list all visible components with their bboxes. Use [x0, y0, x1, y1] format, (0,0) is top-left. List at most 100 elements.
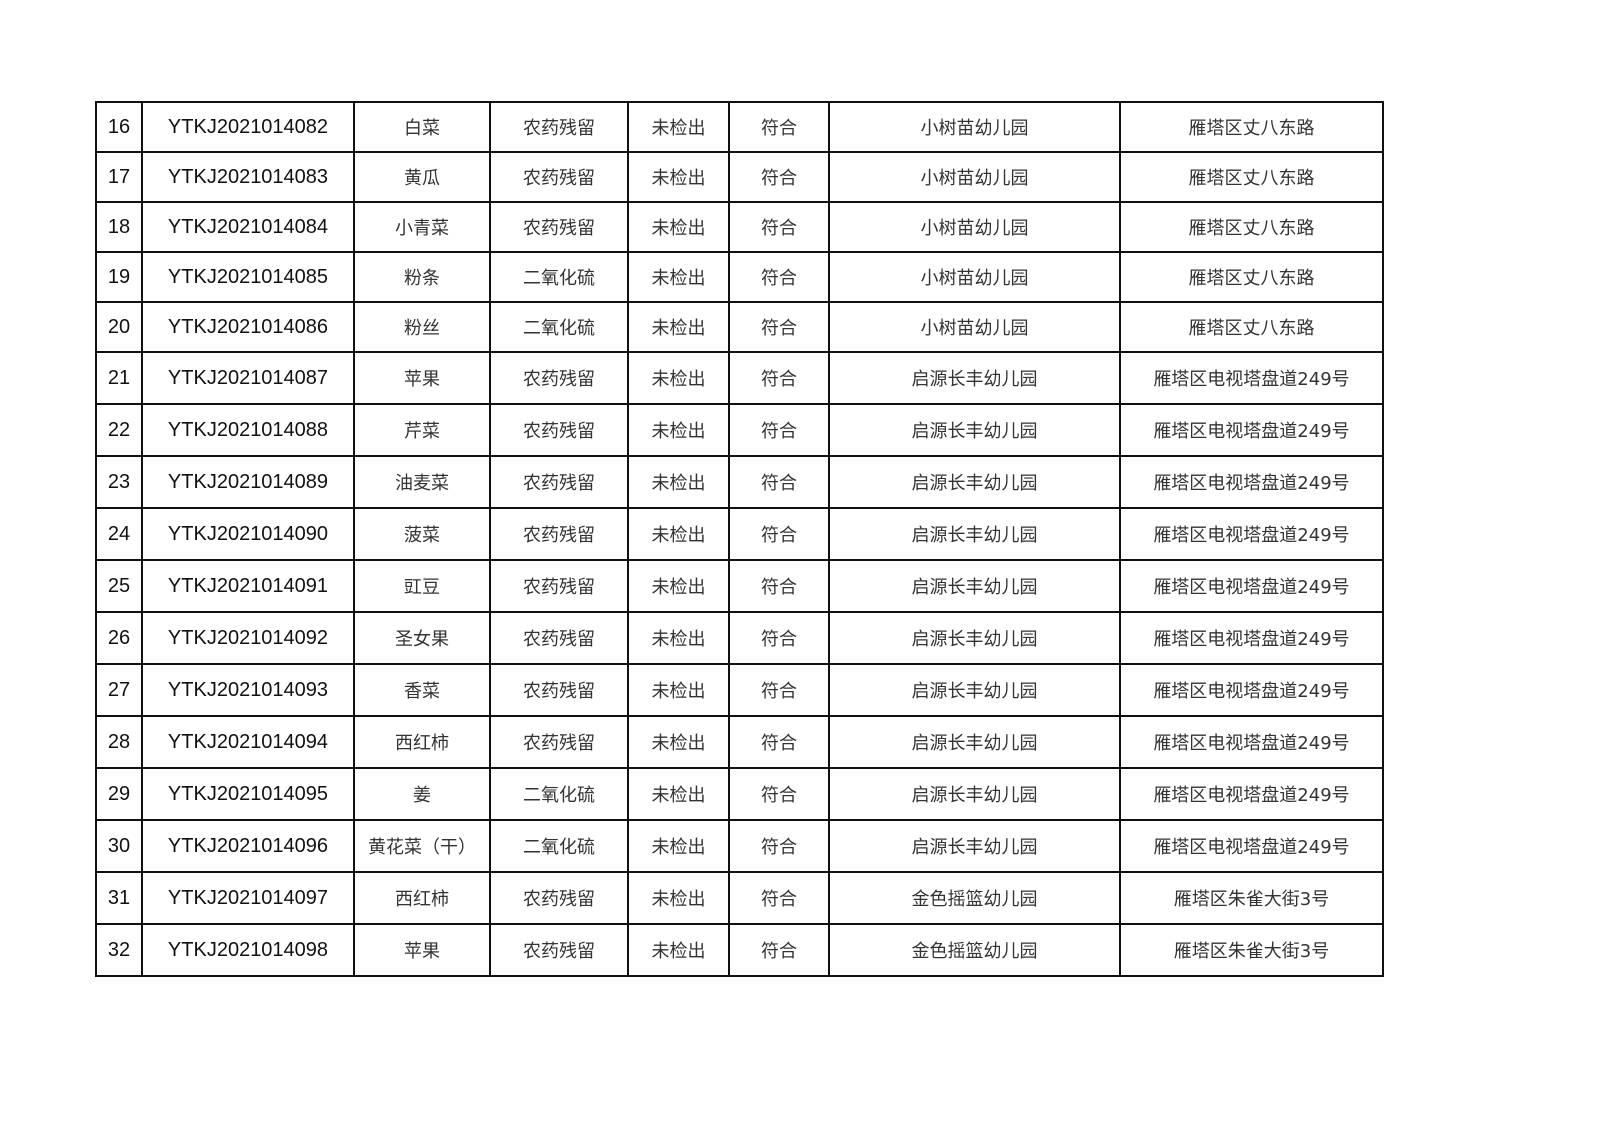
unit-address-cell: 雁塔区电视塔盘道249号	[1119, 663, 1384, 717]
sample-name-cell: 苹果	[353, 351, 491, 405]
row-number-cell: 29	[95, 767, 143, 821]
test-item-cell: 农药残留	[489, 151, 629, 203]
test-item-cell: 农药残留	[489, 923, 629, 977]
sample-code-cell: YTKJ2021014092	[141, 611, 355, 665]
sample-code-cell: YTKJ2021014095	[141, 767, 355, 821]
row-number-cell: 27	[95, 663, 143, 717]
row-number-cell: 32	[95, 923, 143, 977]
sampled-unit-cell: 小树苗幼儿园	[828, 301, 1121, 353]
table-row: 16 YTKJ2021014082 白菜 农药残留 未检出 符合 小树苗幼儿园 雁塔区丈八东路	[95, 101, 1384, 153]
unit-address-cell: 雁塔区电视塔盘道249号	[1119, 455, 1384, 509]
verdict-cell: 符合	[728, 351, 830, 405]
verdict-cell: 符合	[728, 715, 830, 769]
sample-name-cell: 粉丝	[353, 301, 491, 353]
table-row: 18 YTKJ2021014084 小青菜 农药残留 未检出 符合 小树苗幼儿园 雁塔区丈八东…	[95, 201, 1384, 253]
test-item-cell: 农药残留	[489, 871, 629, 925]
row-number-cell: 17	[95, 151, 143, 203]
verdict-cell: 符合	[728, 611, 830, 665]
row-number-cell: 25	[95, 559, 143, 613]
test-item-cell: 农药残留	[489, 715, 629, 769]
row-number-cell: 23	[95, 455, 143, 509]
row-number-cell: 24	[95, 507, 143, 561]
test-item-cell: 农药残留	[489, 403, 629, 457]
sample-code-cell: YTKJ2021014097	[141, 871, 355, 925]
test-item-cell: 农药残留	[489, 455, 629, 509]
sample-name-cell: 芹菜	[353, 403, 491, 457]
sample-name-cell: 粉条	[353, 251, 491, 303]
table-row: 29 YTKJ2021014095 姜二氧化硫 未检出 符合 启源长丰幼儿园 雁塔区电视塔盘…	[95, 767, 1384, 821]
row-number-cell: 21	[95, 351, 143, 405]
unit-address-cell: 雁塔区电视塔盘道249号	[1119, 559, 1384, 613]
sample-code-cell: YTKJ2021014082	[141, 101, 355, 153]
test-result-cell: 未检出	[627, 715, 730, 769]
unit-address-cell: 雁塔区电视塔盘道249号	[1119, 611, 1384, 665]
test-item-cell: 农药残留	[489, 201, 629, 253]
verdict-cell: 符合	[728, 455, 830, 509]
test-item-cell: 农药残留	[489, 351, 629, 405]
sampled-unit-cell: 小树苗幼儿园	[828, 101, 1121, 153]
sample-name-cell: 白菜	[353, 101, 491, 153]
sample-name-cell: 豇豆	[353, 559, 491, 613]
row-number-cell: 16	[95, 101, 143, 153]
test-result-cell: 未检出	[627, 663, 730, 717]
verdict-cell: 符合	[728, 871, 830, 925]
sample-code-cell: YTKJ2021014096	[141, 819, 355, 873]
test-result-cell: 未检出	[627, 611, 730, 665]
unit-address-cell: 雁塔区丈八东路	[1119, 201, 1384, 253]
sampled-unit-cell: 小树苗幼儿园	[828, 251, 1121, 303]
table-row: 28 YTKJ2021014094 西红柿 农药残留 未检出 符合 启源长丰幼儿园 雁塔区电视…	[95, 715, 1384, 769]
test-result-cell: 未检出	[627, 201, 730, 253]
table-row: 22 YTKJ2021014088 芹菜 农药残留 未检出 符合 启源长丰幼儿园 雁塔区电视塔…	[95, 403, 1384, 457]
table-row: 26 YTKJ2021014092 圣女果 农药残留 未检出 符合 启源长丰幼儿园 雁塔区电视…	[95, 611, 1384, 665]
table-row: 32 YTKJ2021014098 苹果 农药残留 未检出 符合 金色摇篮幼儿园 雁塔区朱雀大…	[95, 923, 1384, 977]
table-row: 17 YTKJ2021014083 黄瓜 农药残留 未检出 符合 小树苗幼儿园 雁塔区丈八东路	[95, 151, 1384, 203]
row-number-cell: 26	[95, 611, 143, 665]
verdict-cell: 符合	[728, 251, 830, 303]
unit-address-cell: 雁塔区电视塔盘道249号	[1119, 507, 1384, 561]
sample-name-cell: 小青菜	[353, 201, 491, 253]
unit-address-cell: 雁塔区丈八东路	[1119, 151, 1384, 203]
sample-code-cell: YTKJ2021014093	[141, 663, 355, 717]
test-item-cell: 农药残留	[489, 101, 629, 153]
test-result-cell: 未检出	[627, 251, 730, 303]
row-number-cell: 30	[95, 819, 143, 873]
sampled-unit-cell: 小树苗幼儿园	[828, 151, 1121, 203]
sampled-unit-cell: 小树苗幼儿园	[828, 201, 1121, 253]
table-row: 19 YTKJ2021014085 粉条 二氧化硫 未检出 符合 小树苗幼儿园 雁塔区丈八东路	[95, 251, 1384, 303]
sample-name-cell: 西红柿	[353, 715, 491, 769]
unit-address-cell: 雁塔区电视塔盘道249号	[1119, 351, 1384, 405]
table-row: 25 YTKJ2021014091 豇豆 农药残留 未检出 符合 启源长丰幼儿园 雁塔区电视塔…	[95, 559, 1384, 613]
verdict-cell: 符合	[728, 819, 830, 873]
verdict-cell: 符合	[728, 403, 830, 457]
unit-address-cell: 雁塔区朱雀大街3号	[1119, 923, 1384, 977]
sample-code-cell: YTKJ2021014083	[141, 151, 355, 203]
test-result-cell: 未检出	[627, 871, 730, 925]
test-result-cell: 未检出	[627, 403, 730, 457]
sample-name-cell: 圣女果	[353, 611, 491, 665]
sample-code-cell: YTKJ2021014085	[141, 251, 355, 303]
row-number-cell: 22	[95, 403, 143, 457]
test-item-cell: 农药残留	[489, 559, 629, 613]
unit-address-cell: 雁塔区丈八东路	[1119, 251, 1384, 303]
verdict-cell: 符合	[728, 767, 830, 821]
sampled-unit-cell: 金色摇篮幼儿园	[828, 871, 1121, 925]
inspection-results-table: 16 YTKJ2021014082 白菜 农药残留 未检出 符合 小树苗幼儿园 雁塔区丈八东路…	[95, 101, 1384, 977]
table-row: 21 YTKJ2021014087 苹果 农药残留 未检出 符合 启源长丰幼儿园 雁塔区电视塔…	[95, 351, 1384, 405]
test-item-cell: 二氧化硫	[489, 767, 629, 821]
verdict-cell: 符合	[728, 923, 830, 977]
test-item-cell: 农药残留	[489, 507, 629, 561]
verdict-cell: 符合	[728, 201, 830, 253]
table-row: 24 YTKJ2021014090 菠菜 农药残留 未检出 符合 启源长丰幼儿园 雁塔区电视塔…	[95, 507, 1384, 561]
sampled-unit-cell: 启源长丰幼儿园	[828, 611, 1121, 665]
verdict-cell: 符合	[728, 301, 830, 353]
test-result-cell: 未检出	[627, 559, 730, 613]
sample-name-cell: 油麦菜	[353, 455, 491, 509]
table-row: 23 YTKJ2021014089 油麦菜 农药残留 未检出 符合 启源长丰幼儿园 雁塔区电视…	[95, 455, 1384, 509]
test-result-cell: 未检出	[627, 923, 730, 977]
unit-address-cell: 雁塔区电视塔盘道249号	[1119, 767, 1384, 821]
unit-address-cell: 雁塔区丈八东路	[1119, 301, 1384, 353]
sampled-unit-cell: 启源长丰幼儿园	[828, 559, 1121, 613]
row-number-cell: 28	[95, 715, 143, 769]
test-item-cell: 二氧化硫	[489, 251, 629, 303]
sample-code-cell: YTKJ2021014089	[141, 455, 355, 509]
